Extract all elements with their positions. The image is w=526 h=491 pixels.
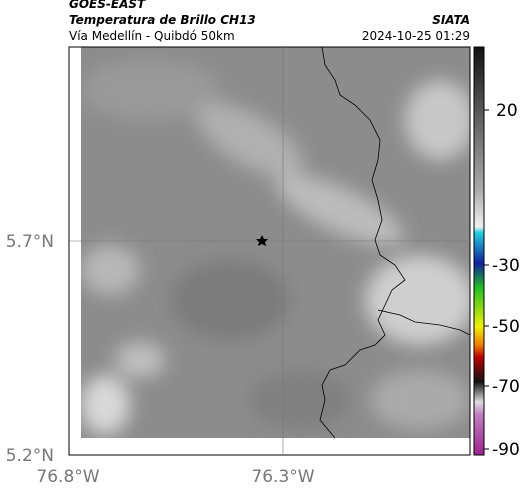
region: Vía Medellín - Quibdó 50km <box>69 29 235 43</box>
lon-label: 76.3°W <box>251 467 314 487</box>
colorbar-ticks <box>484 109 489 450</box>
colorbar-label: -90 <box>492 440 520 460</box>
colorbar-label: 20 <box>496 101 518 121</box>
satellite: GOES-EAST <box>69 0 146 11</box>
location-marker <box>256 235 268 246</box>
lat-label: 5.2°N <box>6 446 54 466</box>
boundary <box>319 46 406 439</box>
map-frame <box>68 46 471 456</box>
timestamp: 2024-10-25 01:29 <box>362 29 470 43</box>
colorbar-label: -30 <box>492 256 520 276</box>
boundary <box>377 309 471 336</box>
product: Temperatura de Brillo CH13 <box>69 13 256 27</box>
lon-label: 76.8°W <box>36 467 99 487</box>
colorbar-label: -50 <box>492 317 520 337</box>
lat-label: 5.7°N <box>6 232 54 252</box>
colorbar <box>473 46 485 456</box>
colorbar-label: -70 <box>492 377 520 397</box>
source: SIATA <box>432 13 470 27</box>
satellite-image <box>81 47 470 438</box>
